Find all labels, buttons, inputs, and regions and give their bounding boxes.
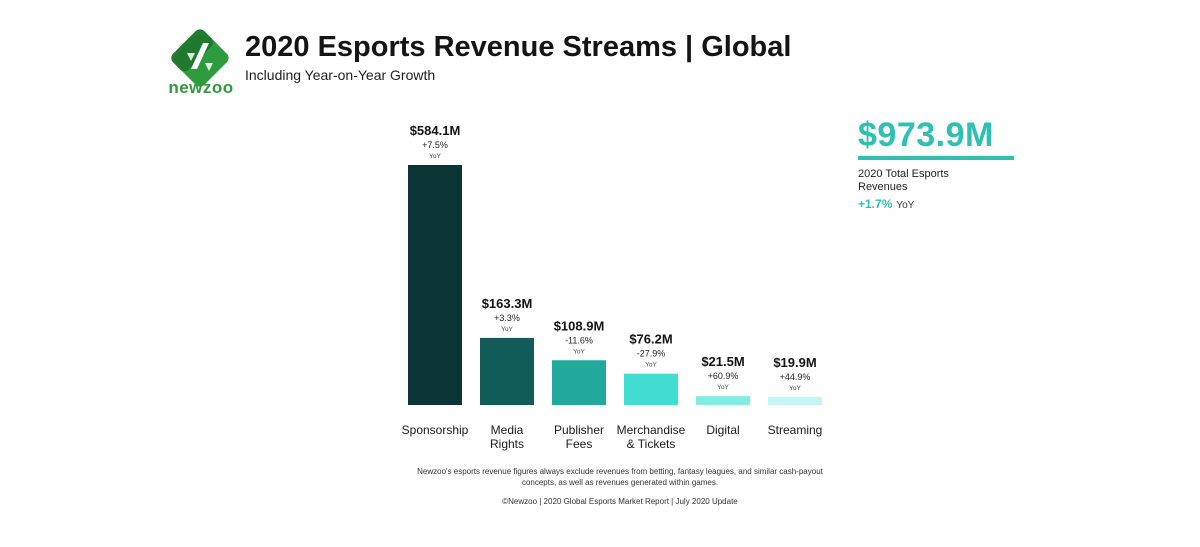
bar-media-rights xyxy=(480,337,534,405)
total-revenue-value: $973.9M xyxy=(858,116,994,154)
category-label-streaming: Streaming xyxy=(768,423,823,437)
brand-name: newzoo xyxy=(168,78,234,97)
category-label-publisher-fees: Fees xyxy=(566,437,593,451)
value-label-merchandise-tickets: $76.2M xyxy=(629,332,672,347)
yoy-label-streaming: YoY xyxy=(789,385,801,392)
bar-digital xyxy=(696,396,750,405)
methodology-note: Newzoo's esports revenue figures always … xyxy=(417,467,823,487)
category-label-merchandise-tickets: Merchandise xyxy=(617,423,686,437)
source-credit: ©Newzoo | 2020 Global Esports Market Rep… xyxy=(502,497,738,506)
total-revenue-label: 2020 Total Esports Revenues xyxy=(858,168,949,193)
category-label-digital: Digital xyxy=(706,423,739,437)
value-label-digital: $21.5M xyxy=(701,354,744,369)
value-label-sponsorship: $584.1M xyxy=(410,123,461,138)
bar-streaming xyxy=(768,396,822,405)
newzoo-logo-icon xyxy=(171,29,229,87)
yoy-label-merchandise-tickets: YoY xyxy=(645,362,657,369)
bar-sponsorship xyxy=(408,165,462,405)
category-label-publisher-fees: Publisher xyxy=(554,423,604,437)
bar-publisher-fees xyxy=(552,360,606,405)
growth-label-digital: +60.9% xyxy=(708,371,739,381)
total-growth: +1.7% YoY xyxy=(858,197,914,211)
growth-label-media-rights: +3.3% xyxy=(494,313,520,323)
yoy-label-publisher-fees: YoY xyxy=(573,348,585,355)
page-title: 2020 Esports Revenue Streams | Global xyxy=(245,31,792,63)
revenue-bar-chart: $584.1M +7.5% YoY Sponsorship $163.3M +3.3% Yo… xyxy=(402,123,823,451)
yoy-label-sponsorship: YoY xyxy=(429,153,441,160)
category-label-sponsorship: Sponsorship xyxy=(402,423,469,437)
category-label-media-rights: Media xyxy=(491,423,524,437)
page-subtitle: Including Year-on-Year Growth xyxy=(245,67,436,83)
value-label-media-rights: $163.3M xyxy=(482,296,533,311)
growth-label-sponsorship: +7.5% xyxy=(422,140,448,150)
total-underline xyxy=(858,156,1014,160)
bar-merchandise-tickets xyxy=(624,373,678,405)
category-label-media-rights: Rights xyxy=(490,437,524,451)
total-growth-unit: YoY xyxy=(896,200,915,211)
value-label-publisher-fees: $108.9M xyxy=(554,318,605,333)
total-growth-value: +1.7% xyxy=(858,197,893,211)
growth-label-merchandise-tickets: -27.9% xyxy=(637,349,666,359)
category-label-merchandise-tickets: & Tickets xyxy=(627,437,676,451)
growth-label-publisher-fees: -11.6% xyxy=(565,335,593,345)
value-label-streaming: $19.9M xyxy=(773,355,816,370)
growth-label-streaming: +44.9% xyxy=(780,372,811,382)
yoy-label-digital: YoY xyxy=(717,384,729,391)
yoy-label-media-rights: YoY xyxy=(501,326,513,333)
